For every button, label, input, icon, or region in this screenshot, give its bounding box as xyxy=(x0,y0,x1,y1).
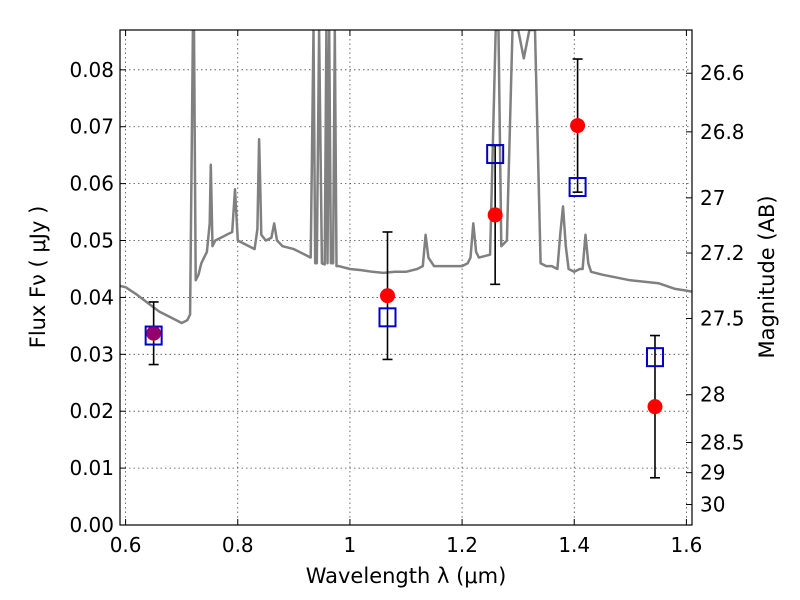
right-tick-label: 26.8 xyxy=(700,120,745,144)
right-tick-label: 26.6 xyxy=(700,61,745,85)
right-tick-label: 29 xyxy=(700,461,725,485)
observed-point xyxy=(487,207,503,223)
x-tick-label: 1.6 xyxy=(670,533,702,557)
ticks-layer: 0.6 0.8 1 1.2 1.4 1.6 0.00 0.01 0.02 0.03 0.04 0.05… xyxy=(69,30,745,557)
right-tick-label: 30 xyxy=(700,493,725,517)
x-axis-label: Wavelength λ (μm) xyxy=(306,564,507,588)
spectrum-line xyxy=(120,30,692,325)
right-tick-label: 28 xyxy=(700,383,725,407)
model-point xyxy=(378,307,397,328)
right-tick-label: 27.5 xyxy=(700,306,745,330)
model-point xyxy=(486,144,505,165)
x-tick-label: 1.4 xyxy=(558,533,590,557)
x-tick-label: 0.6 xyxy=(110,533,142,557)
right-tick-label: 27.2 xyxy=(700,241,745,265)
spectrum-layer xyxy=(120,30,692,325)
observed-point xyxy=(379,288,395,304)
y-tick-label: 0.08 xyxy=(69,58,114,82)
y-axis-right-label: Magnitude (AB) xyxy=(755,195,779,358)
y-tick-label: 0.03 xyxy=(69,342,114,366)
x-tick-label: 1 xyxy=(344,533,357,557)
x-tick-label: 1.2 xyxy=(446,533,478,557)
y-tick-label: 0.06 xyxy=(69,172,114,196)
observed-point xyxy=(570,118,586,134)
y-tick-label: 0.04 xyxy=(69,285,114,309)
grid-layer xyxy=(120,30,692,526)
y-tick-label: 0.01 xyxy=(69,456,114,480)
model-point xyxy=(645,347,664,368)
y-tick-label: 0.02 xyxy=(69,399,114,423)
y-tick-label: 0.07 xyxy=(69,115,114,139)
model-point xyxy=(568,177,587,198)
plot-frame xyxy=(119,29,693,526)
right-tick-label: 27 xyxy=(700,186,725,210)
right-tick-label: 28.5 xyxy=(700,431,745,455)
y-axis-label: Flux Fν ( μJy ) xyxy=(26,206,50,349)
y-tick-label: 0.00 xyxy=(69,513,114,537)
points-layer xyxy=(144,58,664,479)
x-tick-label: 0.8 xyxy=(222,533,254,557)
y-tick-label: 0.05 xyxy=(69,229,114,253)
observed-point xyxy=(647,399,663,415)
overlap-point xyxy=(146,326,161,341)
